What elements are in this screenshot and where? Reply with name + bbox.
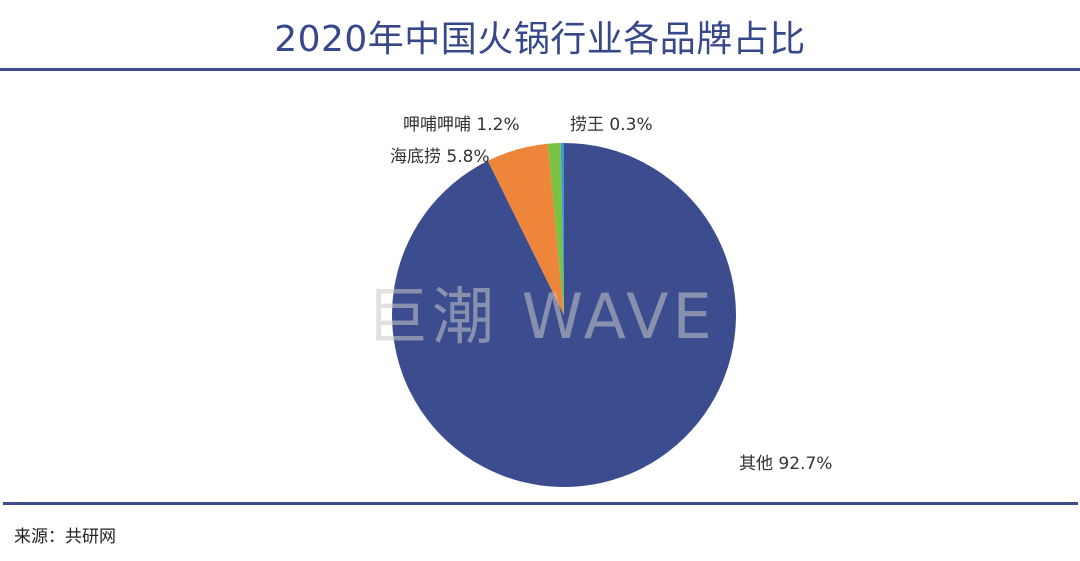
- watermark: 巨潮 WAVE: [366, 280, 716, 353]
- slice-xiabu: [547, 143, 564, 315]
- slice-other: [392, 143, 737, 488]
- label-laowang: 捞王 0.3%: [570, 115, 653, 135]
- label-xiabu: 呷哺呷哺 1.2%: [403, 115, 520, 135]
- label-other: 其他 92.7%: [739, 454, 833, 474]
- top-divider: [0, 68, 1080, 71]
- chart-title: 2020年中国火锅行业各品牌占比: [274, 19, 806, 60]
- label-haidilao: 海底捞 5.8%: [390, 147, 490, 167]
- slice-haidilao: [487, 143, 564, 315]
- slice-laowang: [560, 143, 564, 315]
- source-note: 来源：共研网: [14, 527, 116, 547]
- bottom-divider: [3, 502, 1078, 505]
